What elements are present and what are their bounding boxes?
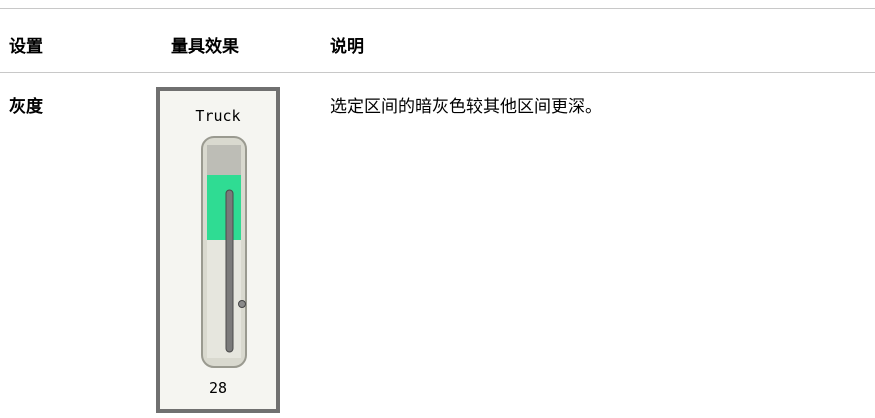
gauge-top-zone	[207, 145, 241, 175]
gauge-lower-zone	[207, 240, 241, 358]
header-cell: 设置	[9, 37, 43, 57]
setting-cell: 灰度	[9, 97, 43, 117]
description-cell: 选定区间的暗灰色较其他区间更深。	[330, 97, 602, 117]
header-cell: 量具效果	[171, 37, 239, 57]
gauge-label: Truck	[195, 107, 240, 125]
gauge-needle	[225, 189, 234, 353]
gauge-value: 28	[209, 379, 227, 397]
table-top-rule	[0, 8, 875, 9]
header-cell: 说明	[330, 37, 364, 57]
gauge-image: Truck 28	[156, 87, 280, 413]
gauge-marker	[238, 300, 246, 308]
header-rule	[0, 72, 875, 73]
gauge-selected-zone	[207, 175, 241, 240]
